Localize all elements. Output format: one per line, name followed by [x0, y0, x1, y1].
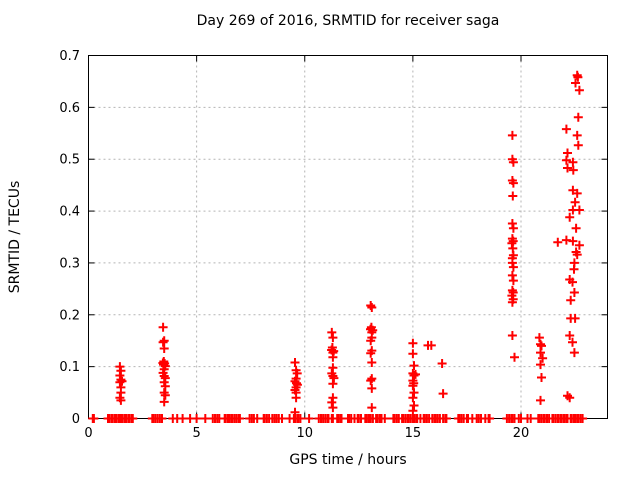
- y-axis-label: SRMTID / TECUs: [7, 180, 23, 294]
- svg-text:5: 5: [192, 426, 200, 441]
- svg-text:0: 0: [84, 426, 92, 441]
- svg-text:15: 15: [405, 426, 422, 441]
- svg-text:0.2: 0.2: [59, 308, 80, 323]
- svg-text:10: 10: [296, 426, 313, 441]
- svg-text:0.4: 0.4: [59, 205, 80, 220]
- svg-text:20: 20: [513, 426, 530, 441]
- svg-text:0.6: 0.6: [59, 101, 80, 116]
- x-axis-label: GPS time / hours: [289, 452, 407, 468]
- data-points: [88, 70, 588, 423]
- gridlines: [88, 55, 608, 419]
- svg-text:0.3: 0.3: [59, 256, 80, 271]
- svg-text:0.1: 0.1: [59, 360, 80, 375]
- svg-text:0.5: 0.5: [59, 153, 80, 168]
- tick-labels: 0 5 10 15 20 0 0.1 0.2 0.3 0.4 0.5 0.6 0.7: [59, 49, 529, 441]
- svg-text:0: 0: [72, 412, 80, 427]
- svg-text:0.7: 0.7: [59, 49, 80, 64]
- chart-title: Day 269 of 2016, SRMTID for receiver sag…: [196, 13, 500, 29]
